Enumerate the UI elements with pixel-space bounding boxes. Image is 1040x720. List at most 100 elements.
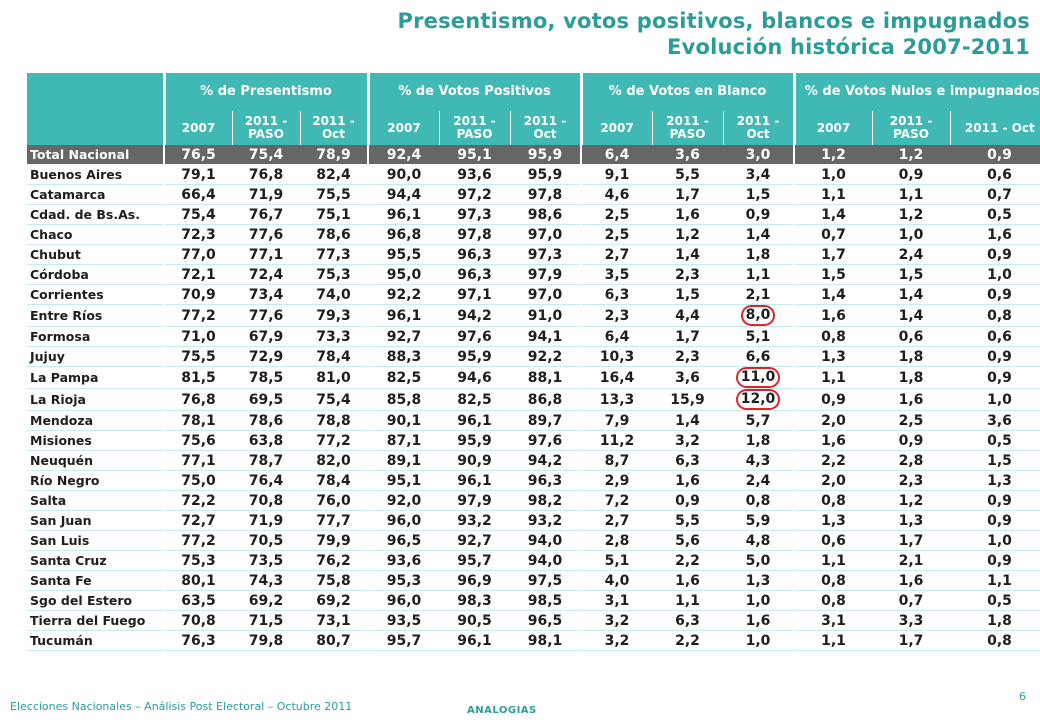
value-cell: 0,9: [723, 204, 795, 225]
value-cell: 2,2: [652, 550, 724, 571]
value-cell: 2,0: [793, 410, 873, 431]
value-cell: 5,7: [723, 410, 795, 431]
value-cell: 77,1: [163, 450, 232, 471]
subheader-2007: 2007: [792, 111, 873, 145]
value-cell: 77,0: [163, 244, 232, 265]
province-name: Tierra del Fuego: [27, 610, 164, 631]
value-cell: 1,6: [652, 470, 724, 491]
value-cell: 79,9: [300, 530, 368, 551]
value-cell: 0,9: [950, 510, 1040, 531]
value-cell: 70,9: [163, 284, 232, 305]
value-cell: 78,4: [300, 470, 368, 491]
value-cell: 1,6: [793, 430, 873, 451]
value-cell: 1,5: [793, 264, 873, 285]
value-cell: 1,2: [652, 224, 724, 245]
value-cell: 76,7: [232, 204, 300, 225]
value-cell: 0,9: [652, 490, 724, 511]
value-cell: 0,8: [793, 570, 873, 591]
value-cell: 1,7: [652, 326, 724, 347]
group-header-presentismo: % de Presentismo: [162, 73, 368, 111]
value-cell: 74,0: [300, 284, 368, 305]
brand-logo: ANALOGIAS: [467, 705, 537, 716]
value-cell: 76,8: [163, 388, 232, 411]
value-cell: 0,9: [950, 145, 1040, 165]
value-cell: 70,5: [232, 530, 300, 551]
value-cell: 1,0: [793, 164, 873, 185]
value-cell: 0,6: [793, 530, 873, 551]
value-cell: 1,6: [793, 304, 873, 327]
value-cell: 94,0: [510, 530, 582, 551]
value-cell: 2,4: [723, 470, 795, 491]
value-cell: 4,4: [652, 304, 724, 327]
value-cell: 1,6: [950, 224, 1040, 245]
value-cell: 93,6: [367, 550, 439, 571]
table-row: Córdoba 72,1 72,4 75,3 95,0 96,3 97,9 3,5 2,3 1,1…: [27, 264, 1040, 285]
province-name: Mendoza: [27, 410, 164, 431]
value-cell: 77,2: [163, 530, 232, 551]
subheader-2011-oct: 2011 - Oct: [722, 111, 795, 145]
value-cell: 2,1: [872, 550, 951, 571]
value-cell: 0,5: [950, 590, 1040, 611]
value-cell: 81,0: [300, 366, 368, 389]
province-name: Cdad. de Bs.As.: [27, 204, 164, 225]
value-cell: 74,3: [232, 570, 300, 591]
value-cell: 1,7: [652, 184, 724, 205]
value-cell: 79,3: [300, 304, 368, 327]
table-row: Misiones 75,6 63,8 77,2 87,1 95,9 97,6 11,2 3,2 1…: [27, 430, 1040, 451]
highlight-circle: 11,0: [735, 367, 781, 388]
value-cell: 0,9: [950, 550, 1040, 571]
value-cell: 3,6: [652, 366, 724, 389]
value-cell: 1,0: [872, 224, 951, 245]
value-cell: 79,8: [232, 630, 300, 651]
value-cell: 95,9: [510, 145, 582, 165]
value-cell: 97,6: [510, 430, 582, 451]
value-cell: 2,3: [872, 470, 951, 491]
province-name: Misiones: [27, 430, 164, 451]
value-cell: 1,8: [723, 430, 795, 451]
value-cell: 0,8: [950, 304, 1040, 327]
value-cell: 71,9: [232, 510, 300, 531]
value-cell: 3,3: [872, 610, 951, 631]
province-name: Corrientes: [27, 284, 164, 305]
value-cell: 96,0: [367, 590, 439, 611]
value-cell: 75,0: [163, 470, 232, 491]
value-cell: 77,6: [232, 224, 300, 245]
value-cell: 96,8: [367, 224, 439, 245]
value-cell: 82,4: [300, 164, 368, 185]
group-header-votos-nulos: % de Votos Nulos e impugnados: [792, 73, 1040, 111]
highlight-circle: 8,0: [740, 305, 776, 326]
subheader-row: 2007 2011 - PASO 2011 - Oct 2007 2011 - …: [27, 111, 1040, 145]
subheader-2007: 2007: [579, 111, 653, 145]
value-cell: 1,2: [872, 204, 951, 225]
value-cell: 95,9: [510, 164, 582, 185]
value-cell: 75,5: [300, 184, 368, 205]
value-cell: 1,1: [793, 630, 873, 651]
value-cell: 88,3: [367, 346, 439, 367]
value-cell: 80,7: [300, 630, 368, 651]
value-cell: 93,2: [439, 510, 510, 531]
value-cell: 97,1: [439, 284, 510, 305]
value-cell: 77,2: [300, 430, 368, 451]
value-cell: 78,4: [300, 346, 368, 367]
value-cell: 97,9: [510, 264, 582, 285]
value-cell: 73,4: [232, 284, 300, 305]
value-cell: 1,6: [652, 204, 724, 225]
value-cell: 5,1: [723, 326, 795, 347]
table-body: Total Nacional 76,5 75,4 78,9 92,4 95,1 95,9 6,…: [27, 145, 1040, 651]
value-cell: 96,1: [367, 304, 439, 327]
table-row: Neuquén 77,1 78,7 82,0 89,1 90,9 94,2 8,7 6,3 4,3…: [27, 450, 1040, 471]
value-cell: 6,4: [580, 326, 653, 347]
value-cell: 89,1: [367, 450, 439, 471]
table-row: Sgo del Estero 63,5 69,2 69,2 96,0 98,3 98,5 3,…: [27, 590, 1040, 611]
value-cell: 79,1: [163, 164, 232, 185]
value-cell: 96,3: [510, 470, 582, 491]
value-cell: 1,1: [652, 590, 724, 611]
province-name: Córdoba: [27, 264, 164, 285]
value-cell: 96,1: [439, 470, 510, 491]
value-cell: 98,2: [510, 490, 582, 511]
value-cell: 1,2: [793, 145, 873, 165]
value-cell: 76,3: [163, 630, 232, 651]
value-cell: 0,9: [872, 164, 951, 185]
value-cell: 95,1: [367, 470, 439, 491]
value-cell: 4,3: [723, 450, 795, 471]
